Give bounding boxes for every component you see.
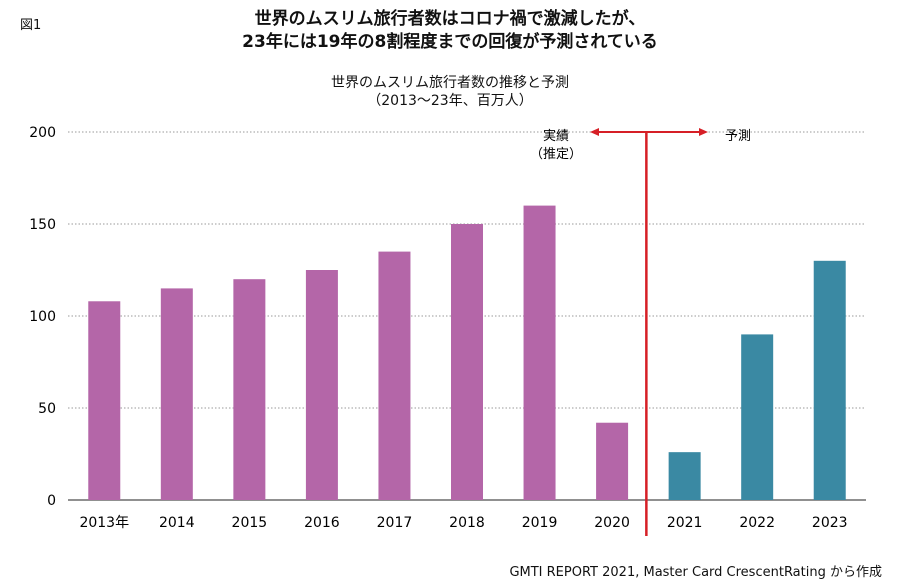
bar-actual — [378, 251, 411, 500]
figure-label: 図1 — [20, 18, 42, 33]
x-tick-label: 2017 — [377, 515, 413, 531]
left-arrowhead — [590, 128, 599, 136]
headline-line1: 世界のムスリム旅行者数はコロナ禍で激減したが、 — [254, 9, 646, 29]
y-tick-label: 100 — [29, 309, 56, 325]
bar-forecast — [813, 260, 846, 500]
chart-subtitle: （2013〜23年、百万人） — [367, 93, 533, 109]
x-tick-label: 2019 — [522, 515, 558, 531]
x-tick-label: 2023 — [812, 515, 848, 531]
x-tick-label: 2013年 — [79, 515, 129, 531]
headline: 世界のムスリム旅行者数はコロナ禍で激減したが、 23年には19年の8割程度までの… — [0, 8, 900, 54]
forecast-annotation: 予測 — [725, 129, 751, 144]
chart-title-block: 世界のムスリム旅行者数の推移と予測 （2013〜23年、百万人） — [0, 74, 900, 110]
x-tick-label: 2018 — [449, 515, 485, 531]
x-tick-label: 2021 — [667, 515, 703, 531]
bar-actual — [596, 422, 629, 500]
bar-forecast — [741, 334, 774, 500]
bar-actual — [523, 205, 556, 500]
y-tick-label: 150 — [29, 217, 56, 233]
x-tick-label: 2014 — [159, 515, 195, 531]
source-note: GMTI REPORT 2021, Master Card CrescentRa… — [509, 565, 882, 580]
bar-actual — [305, 270, 338, 500]
y-tick-label: 0 — [47, 493, 56, 509]
right-arrowhead — [699, 128, 708, 136]
x-tick-label: 2016 — [304, 515, 340, 531]
y-tick-label: 200 — [29, 125, 56, 141]
chart-title: 世界のムスリム旅行者数の推移と予測 — [331, 75, 569, 91]
x-tick-label: 2022 — [739, 515, 775, 531]
actual-annotation-note: （推定） — [530, 147, 582, 162]
headline-line2: 23年には19年の8割程度までの回復が予測されている — [242, 32, 658, 52]
y-tick-label: 50 — [38, 401, 56, 417]
bar-actual — [451, 224, 483, 500]
bar-actual — [88, 301, 121, 500]
bar-actual — [160, 288, 193, 500]
actual-annotation: 実績 — [543, 128, 569, 144]
x-tick-label: 2020 — [594, 515, 630, 531]
bar-actual — [233, 279, 266, 500]
x-tick-label: 2015 — [232, 515, 268, 531]
bar-forecast — [668, 452, 701, 500]
